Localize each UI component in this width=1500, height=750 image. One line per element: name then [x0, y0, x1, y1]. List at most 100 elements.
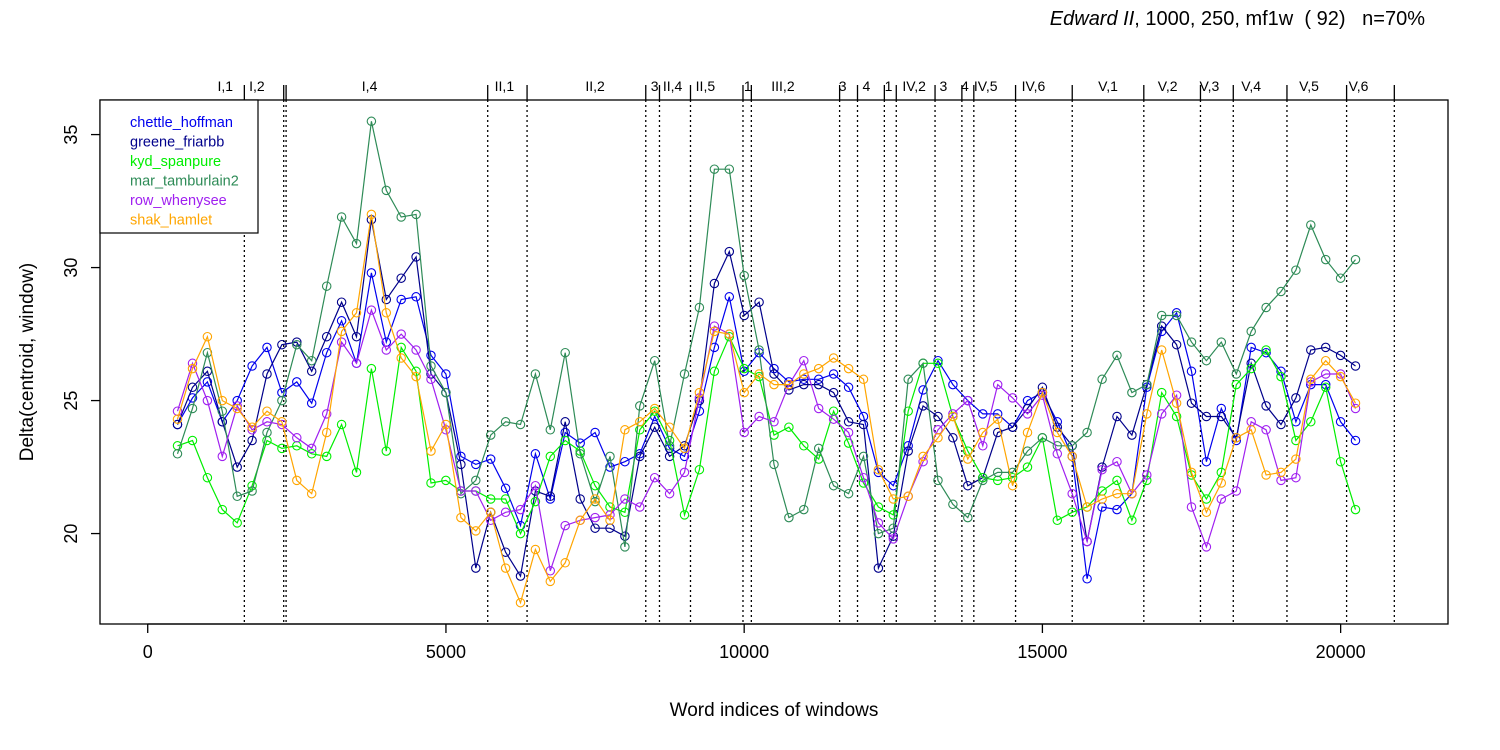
- data-point: [1186, 502, 1197, 512]
- data-point: [1171, 339, 1182, 350]
- data-point: [575, 515, 585, 526]
- data-point: [873, 528, 884, 539]
- data-point: [1082, 536, 1092, 547]
- scene-label: 1: [885, 78, 893, 94]
- data-point: [903, 406, 913, 416]
- data-point: [799, 441, 809, 451]
- data-point: [411, 209, 421, 220]
- data-point: [1112, 488, 1122, 499]
- data-point: [799, 369, 809, 379]
- data-point: [381, 345, 392, 355]
- data-point: [1201, 411, 1212, 422]
- data-point: [1306, 417, 1316, 427]
- data-point: [784, 379, 794, 390]
- data-point: [321, 347, 332, 358]
- data-point: [351, 358, 362, 369]
- data-point: [1261, 302, 1271, 313]
- data-point: [277, 417, 287, 427]
- scene-label: IV,2: [902, 78, 926, 94]
- data-point: [1052, 449, 1063, 459]
- data-point: [649, 422, 660, 432]
- legend-entry: shak_hamlet: [130, 213, 212, 229]
- scene-label: V,5: [1299, 78, 1319, 94]
- data-point: [247, 425, 257, 435]
- data-point: [1156, 321, 1167, 331]
- data-point: [948, 433, 958, 443]
- data-point: [992, 427, 1003, 438]
- data-point: [1186, 467, 1197, 478]
- scene-label: III,2: [771, 78, 795, 94]
- data-point: [262, 417, 272, 427]
- data-point: [948, 499, 958, 510]
- data-point: [1186, 398, 1197, 408]
- data-point: [1350, 504, 1361, 515]
- data-point: [247, 361, 257, 371]
- data-point: [232, 491, 242, 502]
- data-point: [649, 406, 660, 416]
- series-row_whenysee: [172, 305, 1361, 576]
- data-point: [828, 480, 839, 491]
- data-point: [635, 502, 645, 512]
- series-line: [176, 219, 1356, 578]
- legend-box: [99, 99, 259, 234]
- data-point: [530, 544, 541, 555]
- data-point: [799, 355, 809, 366]
- data-point: [858, 419, 869, 430]
- data-point: [247, 486, 257, 496]
- scene-label: 4: [863, 78, 871, 94]
- data-point: [1246, 425, 1256, 435]
- x-tick-label: 20000: [1316, 642, 1366, 662]
- data-point: [992, 414, 1003, 424]
- data-point: [664, 451, 675, 462]
- data-point: [1052, 427, 1063, 438]
- data-point: [635, 401, 645, 411]
- data-point: [933, 411, 943, 422]
- data-point: [277, 395, 287, 406]
- data-point: [336, 212, 347, 222]
- data-point: [381, 294, 392, 305]
- data-point: [1127, 387, 1137, 398]
- data-point: [1231, 379, 1242, 390]
- data-point: [605, 451, 615, 462]
- axes: 0 5000 10000 15000 20000 20 25 30 35: [61, 99, 1449, 662]
- data-point: [1171, 398, 1182, 408]
- data-point: [471, 459, 481, 470]
- series-greene_friarbb: [172, 214, 1361, 581]
- legend-entry: row_whenysee: [130, 193, 227, 209]
- chart-title-play: Edward II: [1049, 8, 1135, 30]
- scene-label: 3: [651, 78, 659, 94]
- data-point: [1112, 504, 1122, 515]
- scene-label: II,4: [663, 78, 683, 94]
- data-point: [530, 496, 541, 507]
- data-point: [1201, 542, 1212, 552]
- data-point: [485, 430, 496, 440]
- data-point: [1171, 308, 1182, 318]
- data-point: [1335, 417, 1346, 427]
- data-point: [903, 374, 913, 385]
- data-point: [575, 449, 585, 459]
- data-point: [306, 449, 317, 459]
- scene-label: II,1: [495, 78, 515, 94]
- data-point: [679, 443, 690, 454]
- data-point: [978, 427, 988, 438]
- data-point: [1246, 363, 1256, 374]
- data-point: [1007, 480, 1018, 491]
- data-point: [813, 374, 824, 385]
- data-point: [351, 331, 362, 342]
- data-point: [739, 310, 749, 321]
- data-point: [1306, 374, 1316, 385]
- data-point: [1067, 507, 1077, 518]
- data-point: [1216, 478, 1227, 488]
- data-point: [172, 449, 183, 459]
- chart-title: Edward II, 1000, 250, mf1w ( 92) n=70%: [900, 8, 1425, 31]
- data-point: [1246, 342, 1256, 353]
- y-tick-label: 30: [61, 258, 81, 278]
- data-point: [1156, 387, 1167, 398]
- data-point: [649, 355, 660, 366]
- series-line: [176, 121, 1356, 547]
- data-point: [709, 366, 720, 377]
- data-point: [336, 326, 347, 337]
- data-point: [471, 475, 481, 486]
- data-point: [1216, 337, 1227, 347]
- data-point: [202, 472, 213, 483]
